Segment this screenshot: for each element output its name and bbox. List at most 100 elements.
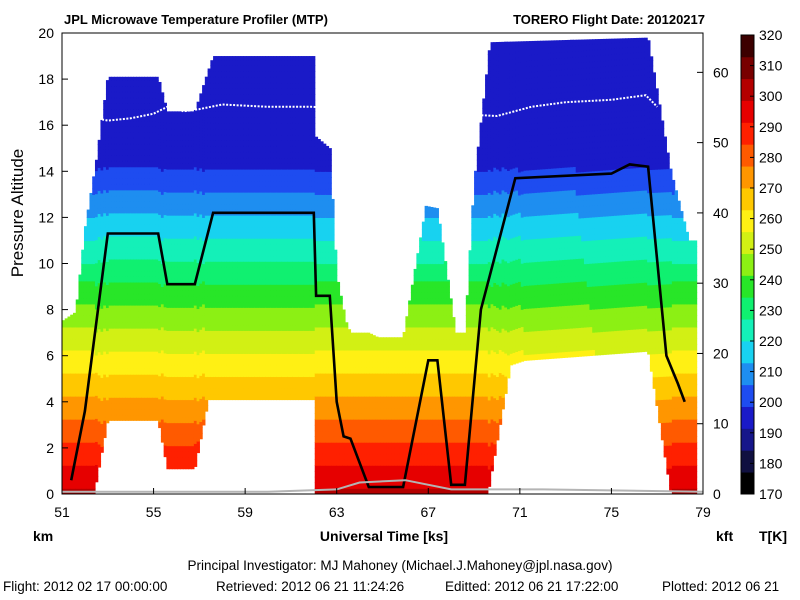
heatmap-cell [127,201,132,208]
heatmap-cell [125,253,129,260]
heatmap-cell [246,105,250,112]
heatmap-cell [262,163,266,170]
heatmap-cell [185,180,189,187]
heatmap-cell [180,255,184,262]
heatmap-cell [144,322,148,329]
heatmap-cell [273,134,277,141]
heatmap-cell [290,341,294,349]
heatmap-cell [259,226,264,233]
heatmap-cell [97,397,102,405]
heatmap-cell [246,243,250,251]
heatmap-cell [218,370,222,378]
heatmap-cell [147,293,151,300]
heatmap-cell [268,232,272,239]
heatmap-cell [152,218,157,225]
heatmap-cell [204,266,209,274]
heatmap-cell [295,307,299,314]
heatmap-cell [292,151,297,159]
heatmap-cell [268,215,272,222]
heatmap-cell [62,413,66,420]
heatmap-cell [246,284,250,291]
heatmap-cell [133,293,137,300]
heatmap-cell [169,192,173,199]
heatmap-cell [163,231,167,239]
heatmap-cell [86,447,91,455]
heatmap-cell [213,140,217,147]
heatmap-cell [133,310,137,318]
heatmap-cell [180,220,184,228]
heatmap-cell [210,197,214,205]
heatmap-cell [221,157,225,164]
heatmap-cell [276,117,280,124]
heatmap-cell [86,470,91,478]
heatmap-cell [191,192,195,199]
heatmap-cell [257,215,261,222]
heatmap-cell [218,140,222,147]
heatmap-cell [116,126,121,133]
heatmap-cell [270,151,275,159]
heatmap-cell [279,215,283,222]
heatmap-cell [108,264,113,272]
heatmap-cell [116,137,121,145]
heatmap-cell [210,382,214,389]
heatmap-cell [284,94,288,101]
heatmap-cell [149,379,154,387]
heatmap-cell [114,76,118,81]
heatmap-cell [147,258,151,266]
heatmap-cell [62,401,66,409]
heatmap-cell [70,372,74,380]
heatmap-cell [188,313,192,320]
heatmap-cell [270,186,275,193]
heatmap-cell [155,408,159,416]
heatmap-cell [174,134,178,141]
heatmap-cell [265,336,269,343]
heatmap-cell [273,376,277,383]
heatmap-cell [138,356,143,364]
heatmap-cell [270,169,275,176]
heatmap-cell [257,105,261,112]
heatmap-cell [67,401,71,409]
heatmap-cell [207,215,211,222]
heatmap-cell [254,318,258,326]
heatmap-cell [202,228,206,236]
heatmap-cell [290,203,294,210]
heatmap-cell [89,246,93,253]
heatmap-cell [295,226,299,233]
heatmap-cell [125,201,129,208]
heatmap-cell [155,253,159,260]
heatmap-cell [185,445,189,452]
heatmap-cell [86,326,91,334]
heatmap-cell [64,430,69,437]
heatmap-cell [105,416,110,424]
heatmap-cell [138,218,143,225]
heatmap-cell [276,203,280,210]
heatmap-cell [111,402,115,410]
heatmap-cell [171,232,176,239]
heatmap-cell [97,357,102,364]
heatmap-cell [72,315,77,322]
heatmap-cell [240,238,244,245]
heatmap-cell [81,401,85,409]
heatmap-cell [240,105,244,112]
heatmap-cell [207,105,211,112]
heatmap-cell [166,174,170,182]
heatmap-cell [119,166,124,174]
heatmap-cell [180,364,184,372]
heatmap-cell [122,345,126,352]
heatmap-cell [138,270,143,277]
heatmap-cell [213,174,217,182]
heatmap-cell [292,128,297,136]
heatmap-cell [246,180,250,187]
heatmap-cell [298,76,302,84]
heatmap-cell [295,105,299,112]
heatmap-cell [199,231,203,238]
heatmap-cell [94,366,99,373]
heatmap-cell [240,145,244,153]
heatmap-cell [240,111,244,118]
heatmap-cell [152,362,157,369]
heatmap-cell [103,230,107,237]
heatmap-cell [248,364,253,372]
heatmap-cell [243,197,247,205]
heatmap-cell [188,399,192,406]
heatmap-cell [270,163,275,170]
